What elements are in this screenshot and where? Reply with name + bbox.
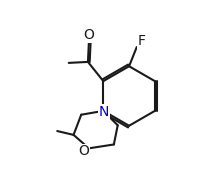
Text: O: O (83, 28, 94, 42)
Text: O: O (79, 144, 89, 158)
Text: N: N (99, 105, 109, 119)
Text: F: F (138, 34, 146, 48)
